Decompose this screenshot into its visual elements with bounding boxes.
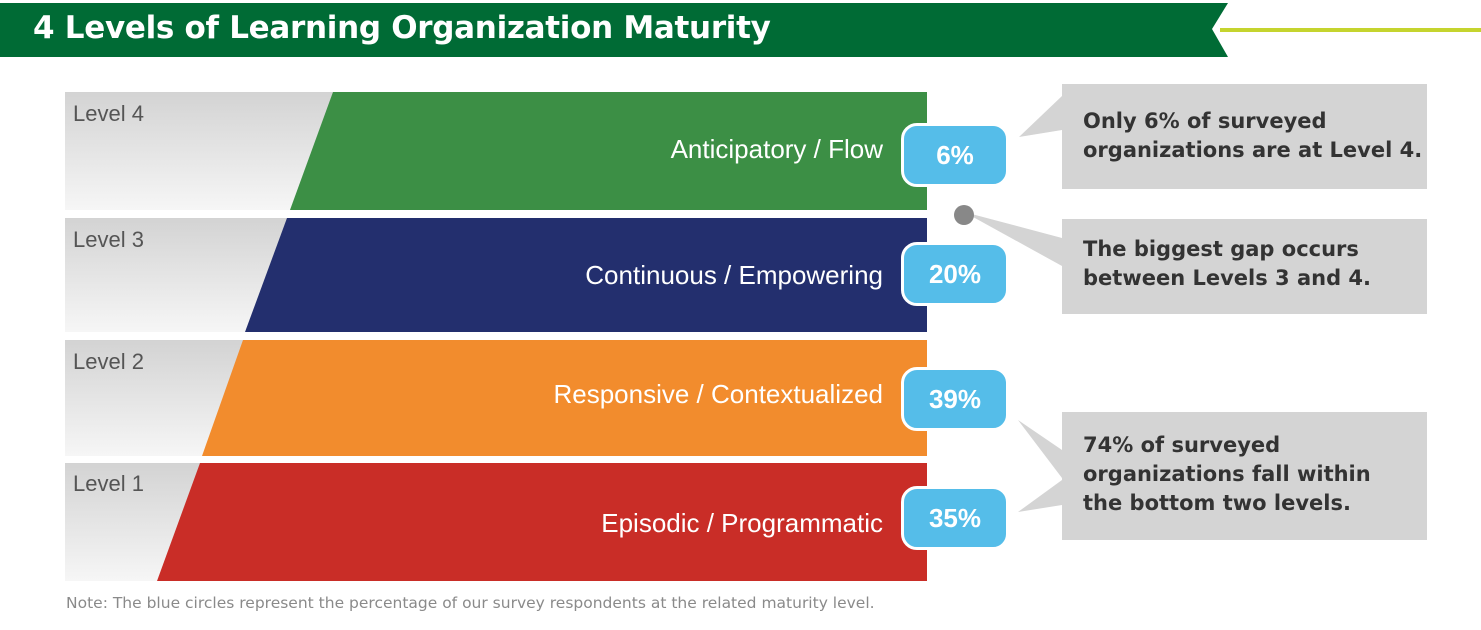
level-4-label: Level 4 [73,101,144,126]
gap-marker-dot [954,205,974,225]
level-3-bar [245,218,927,332]
level-4-bar [290,92,927,210]
level-4-name: Anticipatory / Flow [670,134,883,164]
level-1-name: Episodic / Programmatic [601,508,883,538]
callout-1-box [1062,84,1427,189]
callout-3-text: 74% of surveyed organizations fall withi… [1083,433,1371,515]
callout-3-pointer-upper [1018,420,1062,478]
callout-3-pointer-lower [1018,480,1062,512]
level-3-percent-badge: 20% [901,242,1009,306]
level-2-percent-badge: 39% [901,367,1009,431]
level-3-name: Continuous / Empowering [585,260,883,290]
page-title: 4 Levels of Learning Organization Maturi… [33,10,771,46]
level-4-percent-badge: 6% [901,123,1009,187]
level-3-label: Level 3 [73,227,144,252]
header-banner-shape [0,3,1228,57]
footnote: Note: The blue circles represent the per… [66,594,875,612]
callout-2-box [1062,219,1427,314]
callout-2-pointer [964,212,1062,266]
level-2-bar [202,340,927,456]
level-2-label: Level 2 [73,349,144,374]
callout-1-text: Only 6% of surveyed organizations are at… [1083,109,1423,162]
header-banner [0,3,1481,57]
level-1-bar [157,463,927,581]
level-2-name: Responsive / Contextualized [553,379,883,409]
callout-3-box [1062,412,1427,540]
level-1-percent-badge: 35% [901,486,1009,550]
callout-2-text: The biggest gap occurs between Levels 3 … [1083,237,1372,290]
level-1-label: Level 1 [73,471,144,496]
callout-1-pointer [1019,96,1062,137]
